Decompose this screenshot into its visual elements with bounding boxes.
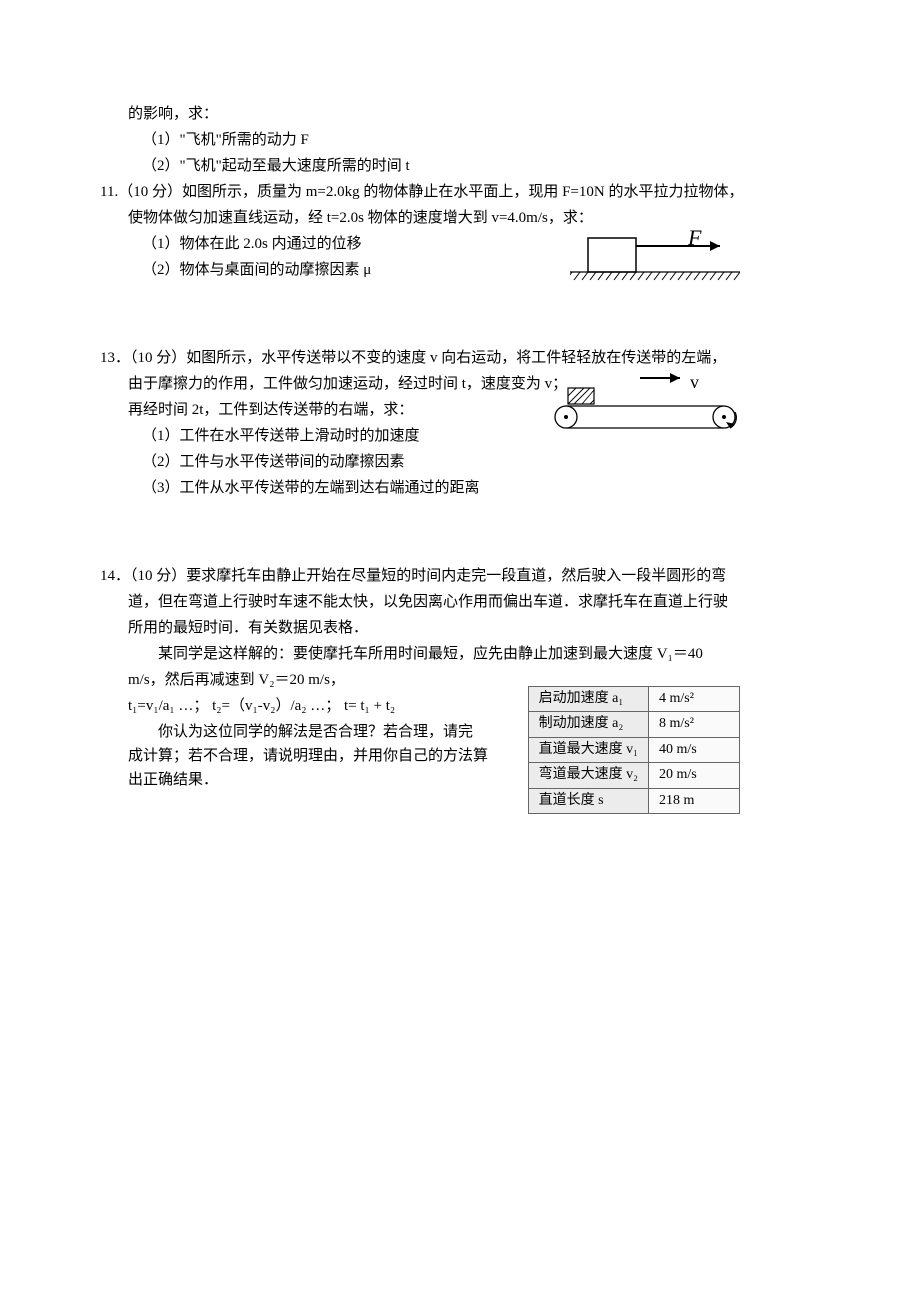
q11-label-F: F [688, 220, 701, 255]
q14-para3-a: 你认为这位同学的解法是否合理？若合理，请完 [100, 720, 538, 744]
table-row: 直道最大速度 v₁40 m/s [528, 737, 739, 762]
param-value: 8 m/s² [649, 712, 740, 737]
param-value: 218 m [649, 788, 740, 813]
q13-label-v: v [690, 368, 699, 397]
q11-block: 11.（10 分）如图所示，质量为 m=2.0kg 的物体静止在水平面上，现用 … [100, 180, 830, 282]
table-row: 制动加速度 a₂8 m/s² [528, 712, 739, 737]
q13-figure: v [540, 366, 740, 454]
param-label: 直道长度 s [528, 788, 648, 813]
q14-block: 14．（10 分）要求摩托车由静止开始在尽量短的时间内走完一段直道，然后驶入一段… [100, 564, 830, 792]
parameters-table: 启动加速度 a₁4 m/s²制动加速度 a₂8 m/s²直道最大速度 v₁40 … [528, 686, 740, 814]
param-label: 启动加速度 a₁ [528, 687, 648, 712]
table-row: 弯道最大速度 v₂20 m/s [528, 763, 739, 788]
q14-stem-b: 道，但在弯道上行驶时车速不能太快，以免因离心作用而偏出车道．求摩托车在直道上行驶 [100, 590, 830, 614]
param-label: 制动加速度 a₂ [528, 712, 648, 737]
q10-part2: （2）"飞机"起动至最大速度所需的时间 t [100, 154, 830, 178]
block-on-surface-diagram [570, 226, 740, 286]
physics-problems-page: 的影响，求： （1）"飞机"所需的动力 F （2）"飞机"起动至最大速度所需的时… [0, 0, 920, 1302]
q10-cont-line0: 的影响，求： [100, 102, 830, 126]
q14-data-table: 启动加速度 a₁4 m/s²制动加速度 a₂8 m/s²直道最大速度 v₁40 … [528, 686, 740, 814]
q14-stem-a: 14．（10 分）要求摩托车由静止开始在尽量短的时间内走完一段直道，然后驶入一段… [100, 564, 830, 588]
param-value: 20 m/s [649, 763, 740, 788]
conveyor-belt-diagram [540, 366, 740, 446]
q13-block: 13．（10 分）如图所示，水平传送带以不变的速度 v 向右运动，将工件轻轻放在… [100, 346, 830, 500]
q11-stem-a: 11.（10 分）如图所示，质量为 m=2.0kg 的物体静止在水平面上，现用 … [100, 180, 830, 204]
q14-para3-b: 成计算；若不合理，请说明理由，并用你自己的方法算 [100, 744, 538, 768]
q13-part3: （3）工件从水平传送带的左端到达右端通过的距离 [100, 476, 830, 500]
q11-figure: F [570, 226, 740, 294]
param-value: 40 m/s [649, 737, 740, 762]
param-label: 弯道最大速度 v₂ [528, 763, 648, 788]
q14-para3-c: 出正确结果． [100, 768, 538, 792]
param-value: 4 m/s² [649, 687, 740, 712]
q14-stem-c: 所用的最短时间．有关数据见表格． [100, 616, 830, 640]
q10-part1: （1）"飞机"所需的动力 F [100, 128, 830, 152]
q14-para2-a: 某同学是这样解的：要使摩托车所用时间最短，应先由静止加速到最大速度 V₁＝40 [100, 642, 830, 666]
table-row: 直道长度 s218 m [528, 788, 739, 813]
table-row: 启动加速度 a₁4 m/s² [528, 687, 739, 712]
param-label: 直道最大速度 v₁ [528, 737, 648, 762]
